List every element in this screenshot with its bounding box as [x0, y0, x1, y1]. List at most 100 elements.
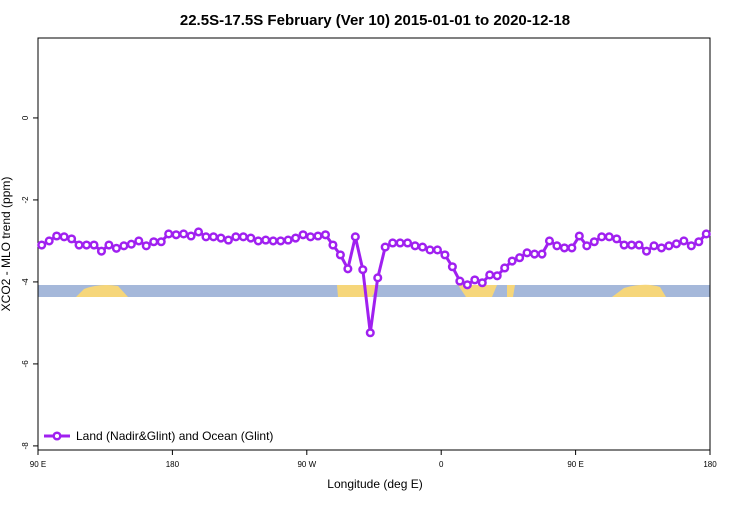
data-point [455, 276, 465, 286]
x-tick-label: 90 E [567, 460, 583, 469]
data-point [656, 243, 667, 253]
data-point [276, 236, 286, 246]
data-point [268, 236, 278, 246]
data-point [380, 242, 390, 252]
data-point [305, 232, 316, 242]
data-point [328, 240, 338, 250]
data-point [522, 248, 532, 258]
data-point [634, 240, 644, 250]
data-point [529, 249, 540, 259]
data-point [612, 234, 622, 244]
data-point [477, 278, 487, 288]
land-patch [76, 285, 128, 297]
data-point [440, 250, 450, 260]
data-point [223, 235, 233, 245]
x-tick-label: 0 [439, 460, 444, 469]
y-tick-label: -4 [21, 278, 30, 286]
data-point [216, 233, 226, 243]
land-patch [507, 285, 515, 297]
x-axis-label: Longitude (deg E) [327, 477, 422, 491]
data-point [119, 241, 129, 251]
y-tick-label: -8 [21, 442, 30, 450]
x-tick-label: 90 E [30, 460, 46, 469]
data-point [544, 236, 555, 246]
data-point [201, 232, 211, 242]
data-point [373, 273, 383, 283]
data-point [701, 229, 711, 239]
data-point [582, 241, 592, 251]
data-point [320, 230, 331, 240]
data-point [686, 241, 696, 251]
data-point [410, 241, 420, 251]
data-point [432, 245, 443, 255]
data-point [253, 236, 263, 246]
data-point [470, 275, 480, 285]
data-point [627, 240, 637, 250]
data-point [193, 227, 204, 237]
data-point [37, 240, 47, 250]
data-point [343, 264, 353, 274]
data-point [231, 232, 241, 242]
data-point [559, 243, 569, 253]
data-point [335, 250, 345, 260]
data-point [492, 271, 502, 281]
data-point [238, 232, 248, 242]
data-point [291, 233, 301, 243]
data-point [186, 231, 196, 241]
data-point [552, 241, 562, 251]
data-point [126, 239, 136, 249]
data-point [649, 241, 659, 251]
data-point [679, 236, 689, 246]
data-point [283, 235, 293, 245]
data-point [447, 262, 457, 272]
data-point [597, 232, 607, 242]
data-point [485, 270, 495, 280]
data-point [313, 231, 323, 241]
y-tick-label: 0 [21, 115, 30, 120]
data-point [537, 249, 547, 259]
data-point [81, 240, 92, 250]
data-point [694, 237, 704, 247]
data-point [111, 243, 121, 253]
data-point [671, 239, 681, 249]
y-tick-label: -6 [21, 360, 30, 368]
x-tick-label: 180 [166, 460, 180, 469]
data-point [104, 240, 114, 250]
data-point [179, 229, 189, 239]
data-point [417, 242, 428, 252]
data-point [515, 253, 525, 263]
data-point [358, 265, 368, 275]
legend-marker [52, 431, 62, 441]
legend-label: Land (Nadir&Glint) and Ocean (Glint) [76, 429, 273, 443]
chart-title: 22.5S-17.5S February (Ver 10) 2015-01-01… [180, 12, 570, 29]
data-point [208, 232, 219, 242]
data-point [141, 241, 151, 251]
data-point [567, 243, 577, 253]
data-point [96, 246, 107, 256]
data-point [388, 238, 398, 248]
data-point [164, 229, 174, 239]
data-point [44, 236, 54, 246]
x-tick-label: 180 [703, 460, 717, 469]
data-point [350, 232, 360, 242]
data-point [171, 230, 181, 240]
data-point [59, 232, 69, 242]
data-point [246, 233, 256, 243]
data-point [156, 237, 166, 247]
data-point [395, 238, 405, 248]
data-point [500, 263, 510, 273]
data-point [298, 230, 308, 240]
y-tick-label: -2 [21, 196, 30, 204]
data-point [261, 235, 271, 245]
land-ocean-strip [38, 284, 710, 297]
data-point [604, 232, 614, 242]
data-point [507, 256, 517, 266]
data-point [425, 245, 435, 255]
x-tick-label: 90 W [297, 460, 316, 469]
data-point [589, 237, 599, 247]
data-point [134, 236, 144, 246]
data-point [365, 328, 375, 338]
data-point [67, 234, 77, 244]
land-patch [612, 284, 666, 297]
